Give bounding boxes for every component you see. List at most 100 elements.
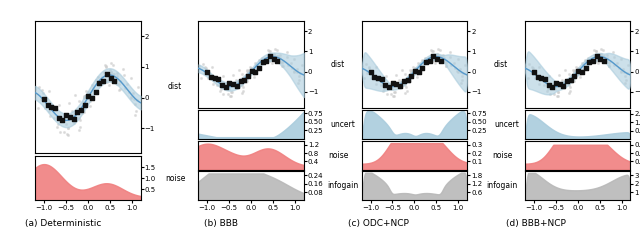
Point (419, 62, 429, 65)
Point (285, 61, 296, 65)
Point (221, 85, 232, 88)
Point (120, 86, 130, 90)
Point (79, 110, 89, 114)
Point (449, 61, 459, 65)
Point (540, 77, 550, 80)
Point (223, 84, 233, 88)
Point (102, 78, 112, 82)
Text: (a) Deterministic: (a) Deterministic (24, 219, 101, 228)
Point (93, 75, 104, 79)
Point (596, 47, 606, 51)
Point (386, 84, 396, 88)
Point (580, 66, 591, 69)
Point (234, 68, 244, 72)
Point (378, 89, 388, 93)
Point (45, 104, 56, 108)
Point (577, 61, 587, 65)
Point (412, 72, 422, 76)
Point (381, 93, 392, 96)
Point (361, 63, 371, 66)
Point (114, 88, 124, 92)
Point (602, 61, 612, 64)
Point (362, 71, 372, 75)
Point (268, 52, 278, 55)
Point (536, 75, 546, 79)
Point (228, 73, 238, 77)
Point (568, 73, 578, 77)
Point (207, 65, 218, 69)
Point (557, 79, 567, 82)
Point (85, 104, 95, 108)
Y-axis label: dist: dist (331, 60, 345, 69)
Point (256, 62, 266, 65)
Point (591, 54, 602, 58)
Point (588, 59, 598, 62)
Point (395, 87, 405, 90)
Point (242, 69, 252, 72)
Point (602, 53, 612, 57)
Point (87, 83, 97, 87)
Point (421, 60, 431, 64)
Point (58, 119, 68, 122)
Point (548, 85, 559, 88)
Point (106, 61, 116, 65)
Point (572, 70, 582, 73)
Point (228, 82, 238, 86)
Point (198, 63, 208, 66)
Point (114, 82, 124, 86)
Point (566, 78, 576, 82)
Point (282, 51, 292, 54)
Point (130, 113, 140, 116)
Point (215, 89, 225, 93)
Point (566, 79, 577, 82)
Point (225, 81, 235, 85)
Point (412, 70, 422, 74)
Point (262, 53, 273, 56)
Point (108, 72, 118, 76)
Point (37, 89, 47, 92)
Point (264, 49, 275, 53)
Point (380, 83, 390, 87)
Point (575, 70, 586, 74)
Point (589, 53, 600, 56)
Point (79, 103, 90, 107)
Point (294, 74, 304, 78)
Point (602, 56, 612, 59)
Point (438, 53, 449, 57)
Point (534, 82, 545, 86)
Point (570, 69, 580, 72)
Point (525, 71, 536, 75)
Point (67, 113, 77, 117)
Point (212, 83, 223, 87)
Point (575, 69, 586, 72)
Point (33, 106, 43, 110)
Point (562, 79, 572, 83)
Point (604, 64, 614, 68)
Point (232, 80, 243, 84)
Point (599, 59, 609, 63)
Point (556, 81, 566, 85)
Point (74, 116, 84, 120)
Point (410, 69, 420, 72)
Point (125, 95, 136, 99)
Point (46, 105, 56, 109)
Point (238, 85, 248, 89)
Y-axis label: noise: noise (492, 151, 512, 160)
Point (391, 82, 401, 86)
Point (573, 66, 583, 70)
Point (98, 79, 108, 83)
Point (593, 62, 604, 65)
Point (458, 78, 468, 82)
Point (452, 70, 463, 74)
Point (244, 65, 255, 69)
Point (289, 57, 300, 61)
Point (595, 52, 605, 55)
Point (364, 65, 374, 69)
Point (404, 75, 415, 79)
Point (80, 94, 90, 98)
Point (616, 70, 626, 74)
Point (40, 106, 50, 110)
Point (248, 72, 259, 76)
Point (74, 128, 84, 131)
Point (112, 71, 122, 75)
